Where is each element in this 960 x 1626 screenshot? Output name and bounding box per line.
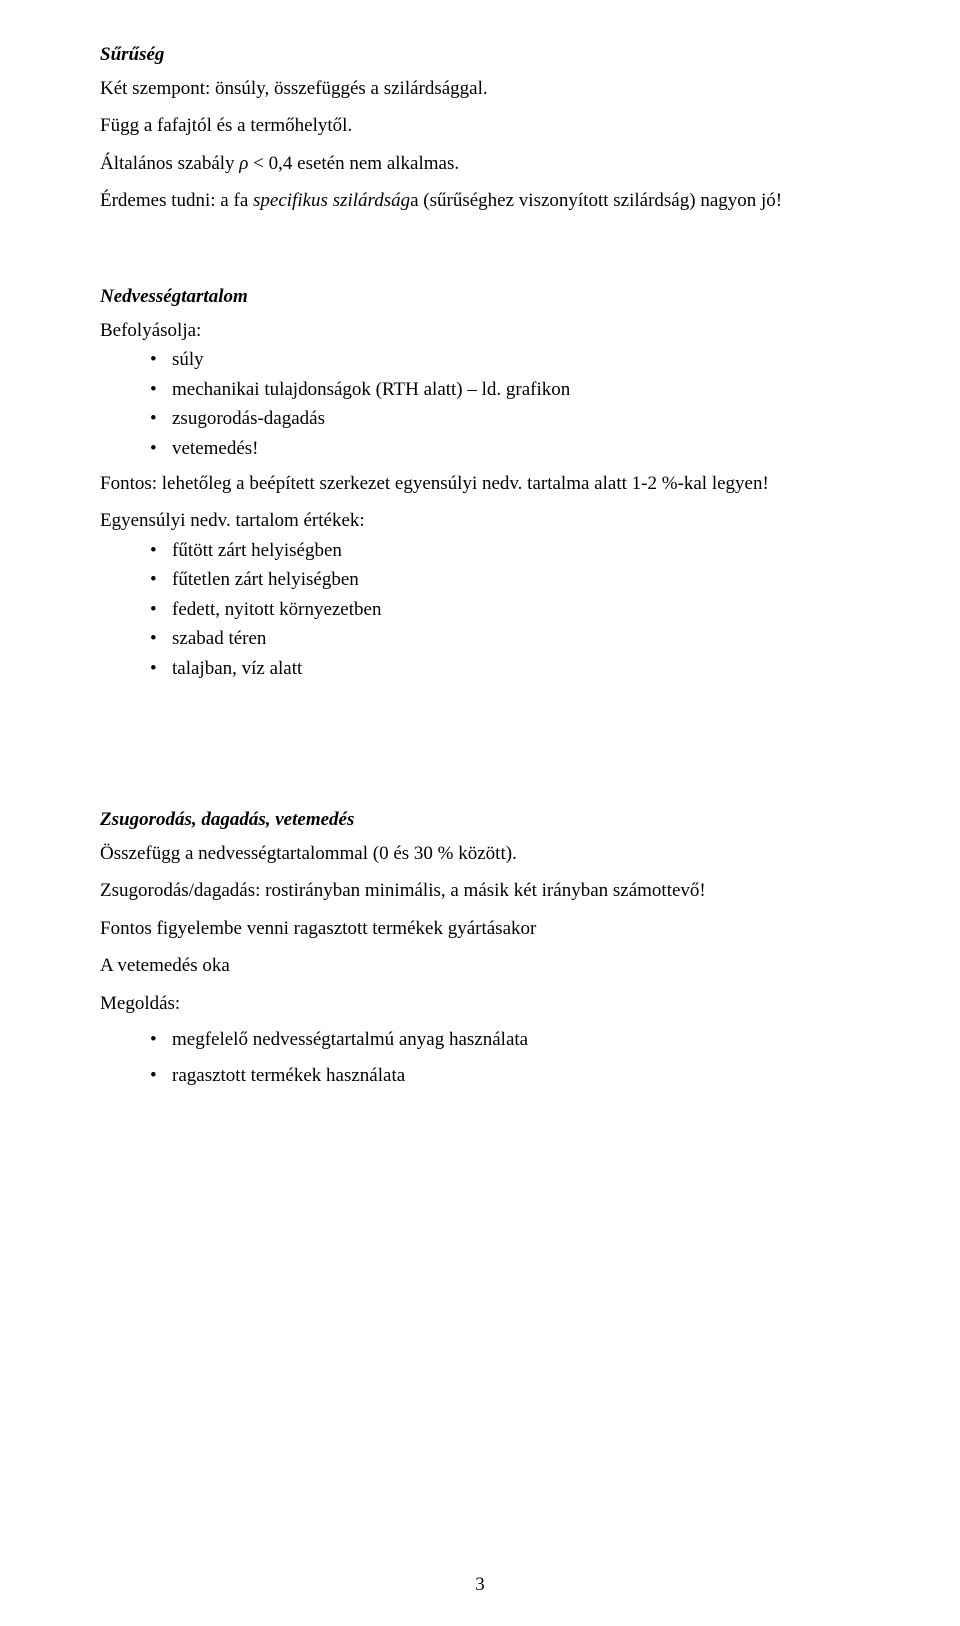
section1-p2: Függ a fafajtól és a termőhelytől. — [100, 111, 860, 140]
section3-p5: Megoldás: — [100, 989, 860, 1018]
list-item: szabad téren — [150, 624, 860, 653]
page: Sűrűség Két szempont: önsúly, összefüggé… — [0, 0, 960, 1626]
list-item: zsugorodás-dagadás — [150, 404, 860, 433]
section3-list: megfelelő nedvességtartalmú anyag haszná… — [100, 1022, 860, 1094]
page-number: 3 — [0, 1574, 960, 1596]
section2-heading: Nedvességtartalom — [100, 286, 860, 308]
list-item: fedett, nyitott környezetben — [150, 595, 860, 624]
list-item: ragasztott termékek használata — [150, 1058, 860, 1094]
list-item: talajban, víz alatt — [150, 654, 860, 683]
spacer — [100, 689, 860, 809]
section1-p3-pre: Általános szabály — [100, 153, 239, 174]
list-item: súly — [150, 345, 860, 374]
section1-p4: Érdemes tudni: a fa specifikus szilárdsá… — [100, 186, 860, 215]
section1-p4-pre: Érdemes tudni: a fa — [100, 190, 253, 211]
section1-p1: Két szempont: önsúly, összefüggés a szil… — [100, 74, 860, 103]
list-item: mechanikai tulajdonságok (RTH alatt) – l… — [150, 375, 860, 404]
section3-p4: A vetemedés oka — [100, 951, 860, 980]
section3-p3: Fontos figyelembe venni ragasztott termé… — [100, 914, 860, 943]
section2-p1: Fontos: lehetőleg a beépített szerkezet … — [100, 469, 860, 498]
section1-p3: Általános szabály ρ < 0,4 esetén nem alk… — [100, 149, 860, 178]
section2-list1: súly mechanikai tulajdonságok (RTH alatt… — [100, 345, 860, 463]
section2-intro: Befolyásolja: — [100, 316, 860, 345]
section1-p4-em: specifikus szilárdság — [253, 190, 410, 211]
section1-p3-post: < 0,4 esetén nem alkalmas. — [248, 153, 459, 174]
section3-p1: Összefügg a nedvességtartalommal (0 és 3… — [100, 839, 860, 868]
section2-p2: Egyensúlyi nedv. tartalom értékek: — [100, 506, 860, 535]
section2-list2: fűtött zárt helyiségben fűtetlen zárt he… — [100, 536, 860, 683]
section1-p4-post: a (sűrűséghez viszonyított szilárdság) n… — [410, 190, 782, 211]
list-item: fűtetlen zárt helyiségben — [150, 565, 860, 594]
section3-heading: Zsugorodás, dagadás, vetemedés — [100, 809, 860, 831]
list-item: fűtött zárt helyiségben — [150, 536, 860, 565]
list-item: vetemedés! — [150, 434, 860, 463]
section1-heading: Sűrűség — [100, 44, 860, 66]
list-item: megfelelő nedvességtartalmú anyag haszná… — [150, 1022, 860, 1058]
section3-p2: Zsugorodás/dagadás: rostirányban minimál… — [100, 876, 860, 905]
